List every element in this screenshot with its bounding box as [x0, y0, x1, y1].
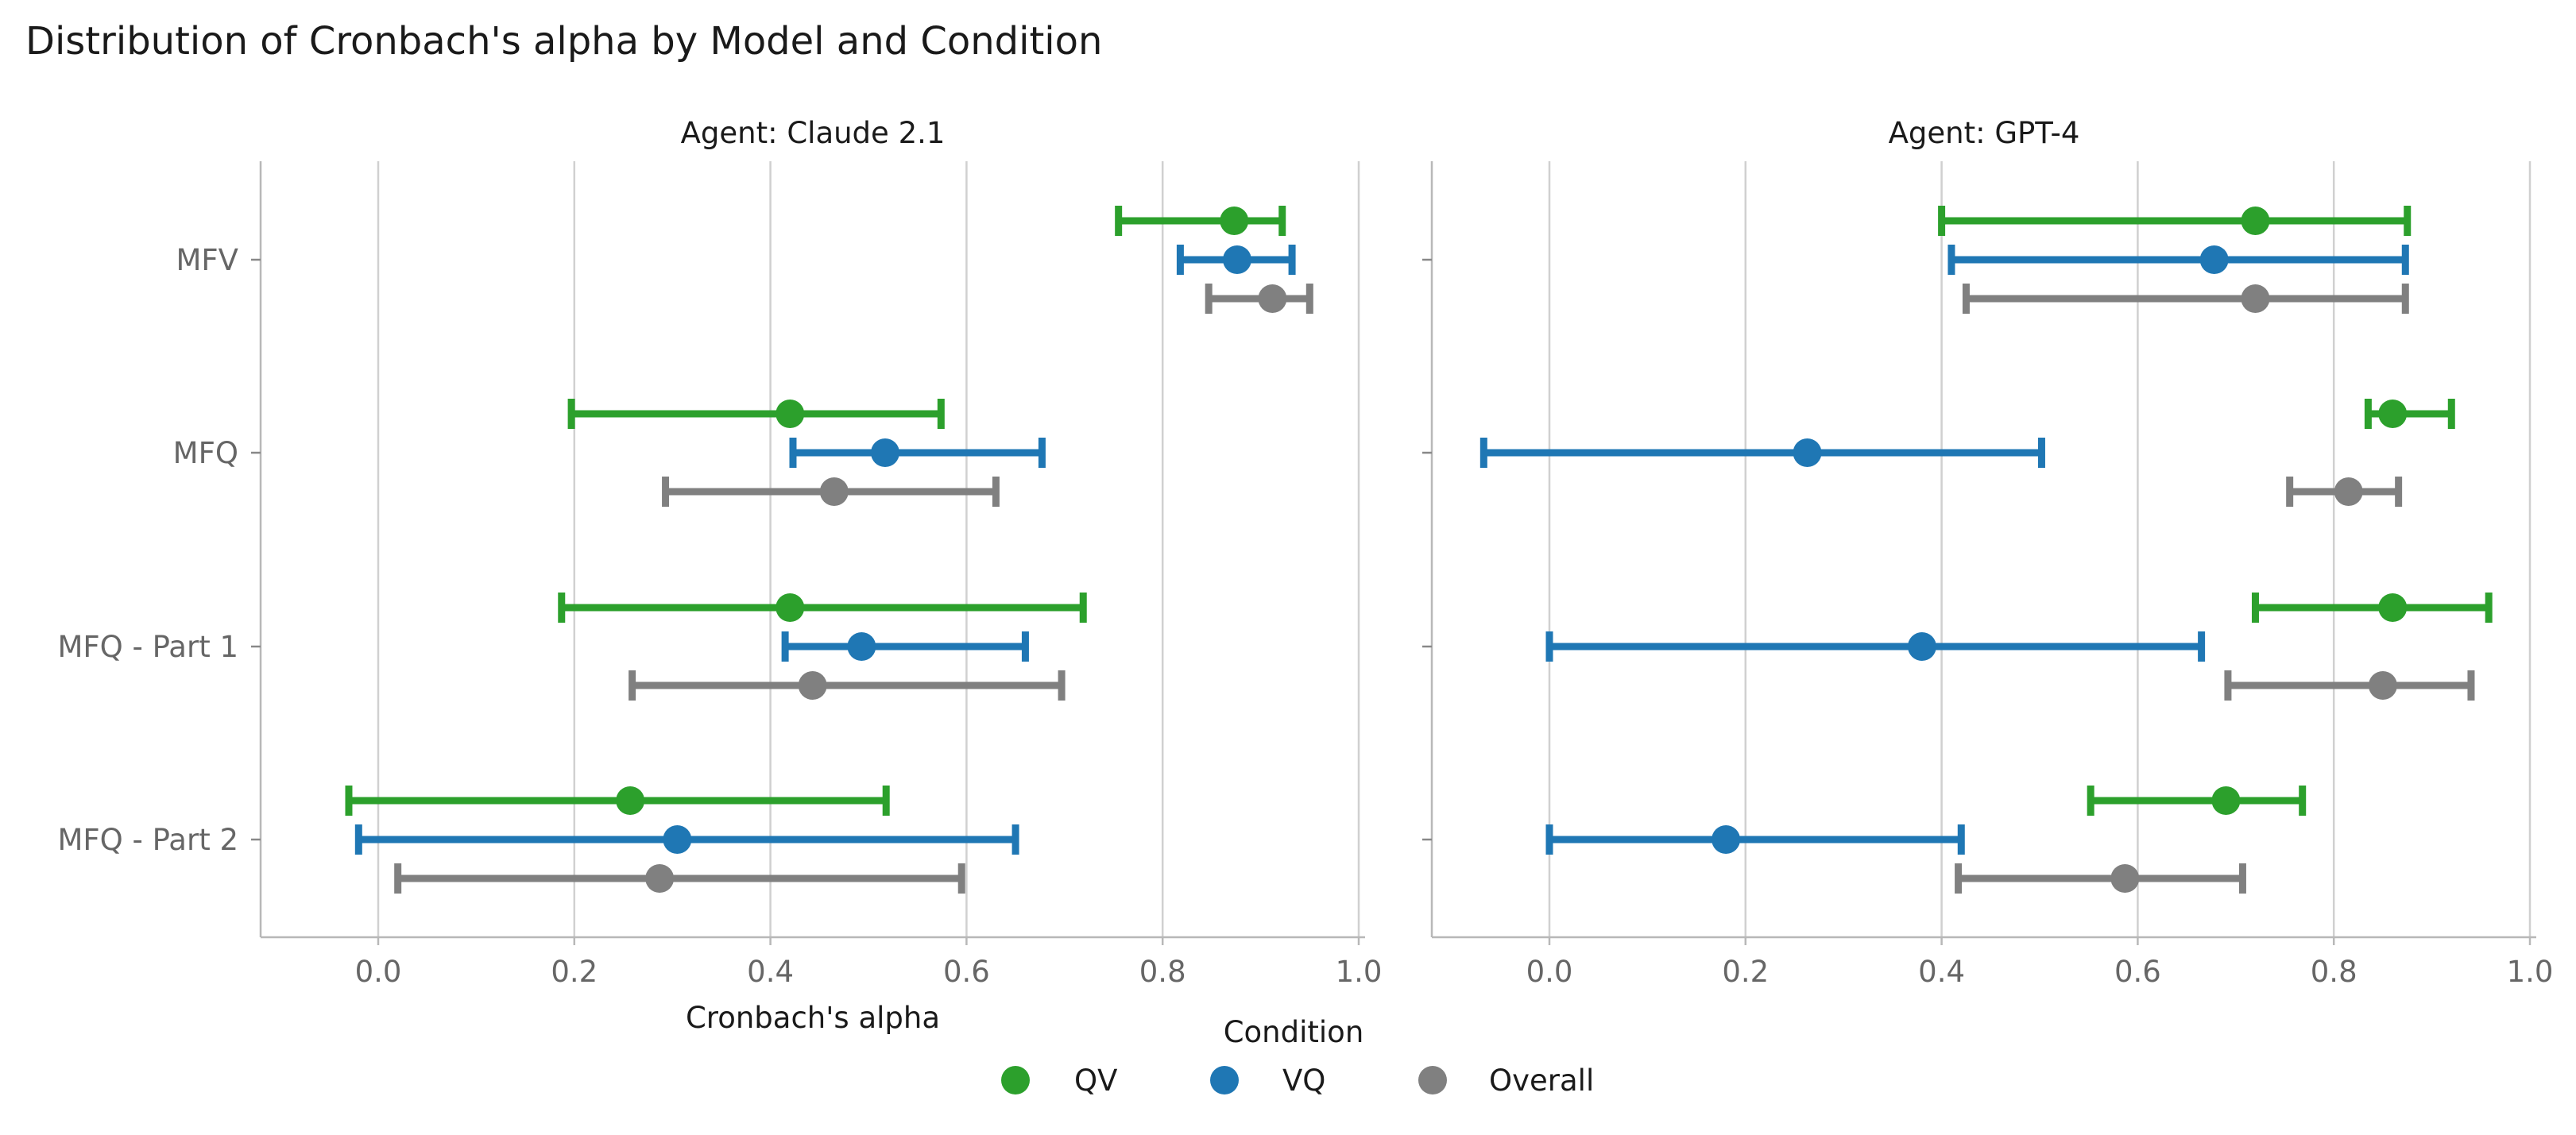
mean-point: [2334, 477, 2363, 506]
y-tick-label: MFQ - Part 2: [57, 823, 238, 857]
mean-point: [616, 786, 645, 815]
legend-label: QV: [1074, 1064, 1117, 1098]
series-qv: [345, 206, 1286, 816]
panel-agent-claude-2-1: Agent: Claude 2.1 0.0 0.2 0.4 0.6 0.8 1.0 MFV MF…: [57, 116, 1382, 1035]
x-tick-label: 0.4: [747, 955, 794, 989]
mean-point: [819, 477, 849, 506]
mean-point: [663, 825, 692, 854]
x-tick-label: 0.2: [1722, 955, 1769, 989]
series-vq: [354, 245, 1296, 855]
legend-marker: [1210, 1066, 1239, 1094]
x-tick-label: 0.2: [551, 955, 598, 989]
x-tick-label: 0.0: [355, 955, 402, 989]
mean-point: [1258, 284, 1287, 313]
mean-point: [2241, 284, 2270, 313]
series-vq: [1479, 245, 2409, 855]
legend: Condition QV VQ Overall: [1001, 1015, 1594, 1098]
mean-point: [2110, 864, 2140, 893]
panels: Agent: Claude 2.1 0.0 0.2 0.4 0.6 0.8 1.0 MFV MF…: [57, 116, 2553, 1035]
mean-point: [645, 864, 675, 893]
series-overall: [1955, 284, 2475, 894]
mean-point: [1907, 632, 1936, 661]
mean-point: [2211, 786, 2241, 815]
mean-point: [870, 438, 899, 467]
legend-title: Condition: [1224, 1015, 1364, 1049]
legend-label: Overall: [1489, 1064, 1594, 1098]
mean-point: [2199, 245, 2229, 274]
mean-point: [1220, 207, 1249, 235]
x-tick-label: 1.0: [1336, 955, 1383, 989]
legend-item-overall: Overall: [1418, 1064, 1594, 1098]
y-tick-label: MFQ: [173, 436, 238, 470]
x-tick-label: 1.0: [2507, 955, 2554, 989]
series-qv: [1938, 206, 2493, 816]
mean-point: [798, 671, 827, 700]
mean-point: [1793, 438, 1822, 467]
legend-item-vq: VQ: [1210, 1064, 1325, 1098]
legend-marker: [1418, 1066, 1447, 1094]
y-tick-label: MFV: [176, 243, 238, 277]
x-tick-label: 0.8: [2311, 955, 2357, 989]
mean-point: [2368, 671, 2397, 700]
mean-point: [776, 593, 805, 622]
x-tick-label: 0.6: [943, 955, 990, 989]
mean-point: [776, 400, 805, 428]
panel-agent-gpt-4: Agent: GPT-4 0.0 0.2 0.4 0.6 0.8 1.0: [1422, 116, 2553, 989]
legend-item-qv: QV: [1001, 1064, 1117, 1098]
panel-title: Agent: GPT-4: [1889, 116, 2080, 150]
x-axis-label: Cronbach's alpha: [686, 1001, 940, 1035]
x-tick-label: 0.0: [1526, 955, 1573, 989]
y-tick-label: MFQ - Part 1: [57, 630, 238, 664]
mean-point: [2378, 593, 2408, 622]
mean-point: [1222, 245, 1251, 274]
chart-title: Distribution of Cronbach's alpha by Mode…: [25, 19, 1102, 64]
panel-title: Agent: Claude 2.1: [681, 116, 946, 150]
legend-marker: [1001, 1066, 1030, 1094]
legend-label: VQ: [1282, 1064, 1325, 1098]
x-tick-label: 0.8: [1139, 955, 1186, 989]
x-tick-label: 0.4: [1918, 955, 1965, 989]
x-tick-label: 0.6: [2114, 955, 2161, 989]
mean-point: [2378, 400, 2408, 428]
mean-point: [847, 632, 876, 661]
mean-point: [1712, 825, 1741, 854]
series-overall: [394, 284, 1313, 894]
mean-point: [2241, 207, 2270, 235]
